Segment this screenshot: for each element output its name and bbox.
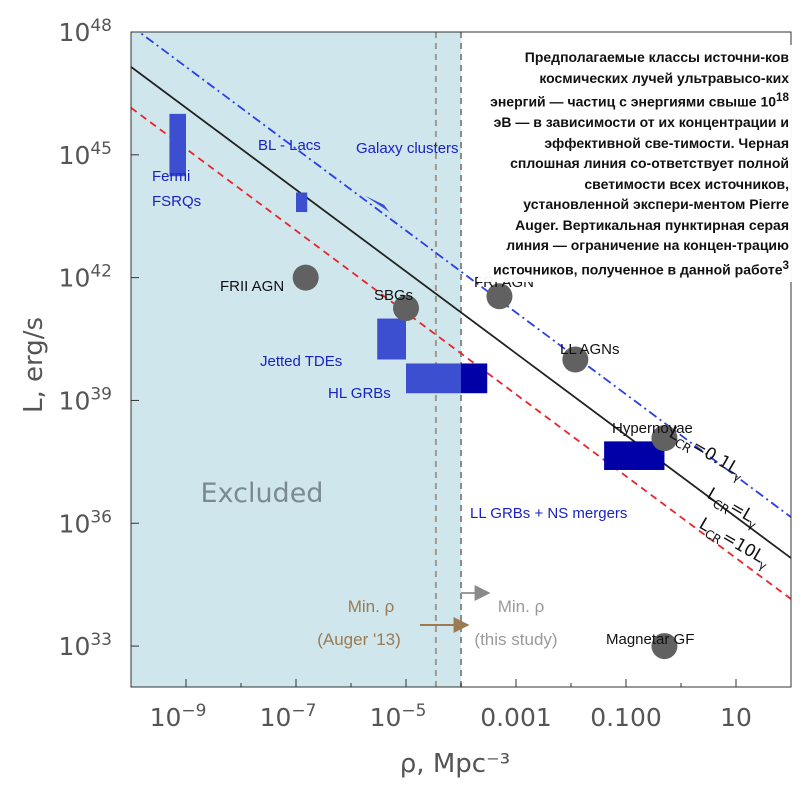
source-box [406, 363, 461, 394]
box-label: Jetted TDEs [260, 353, 342, 370]
x-tick-label: 10−7 [260, 701, 317, 732]
box-label: HL GRBs [328, 385, 391, 402]
figure-caption: Предполагаемые классы источни-ков космич… [478, 45, 793, 282]
caption-sup: 18 [776, 91, 789, 104]
box-label: BL - Lacs [258, 137, 321, 154]
y-tick-label: 1033 [59, 630, 112, 661]
x-tick-label: 0.100 [590, 703, 662, 732]
y-axis-title: L, erg/s [19, 317, 49, 413]
y-axis: 1033 1036 1039 1042 1045 1048 [59, 16, 139, 661]
x-tick-label: 10−9 [150, 701, 207, 732]
source-points [292, 264, 678, 660]
point-label: SBGs [374, 287, 413, 304]
min-rho-annotations: Min. ρ (Auger '13) Min. ρ (this study) [317, 585, 558, 649]
source-box [296, 192, 308, 213]
y-tick-label: 1048 [59, 16, 112, 47]
annotation-text: Min. ρ [348, 597, 395, 616]
source-point [393, 295, 419, 322]
x-axis-title: ρ, Mpc⁻³ [400, 749, 510, 779]
source-labels: Fermi FSRQs BL - Lacs Galaxy clusters Jetted… [152, 137, 694, 648]
x-tick-label: 10 [720, 703, 752, 732]
caption-text: Предполагаемые классы источни-ков космич… [490, 49, 789, 110]
y-tick-label: 1039 [59, 384, 112, 415]
excluded-label: Excluded [201, 478, 324, 509]
line-label-1: LCR=Lγ [702, 484, 763, 532]
source-boxes [169, 113, 665, 470]
box-label: FSRQs [152, 193, 201, 210]
point-label: FRII AGN [220, 278, 284, 295]
annotation-text: (Auger '13) [317, 630, 401, 649]
luminosity-lines [131, 32, 791, 600]
source-point [292, 264, 319, 291]
source-point [651, 425, 678, 452]
source-box [169, 113, 186, 177]
box-label: Fermi [152, 168, 190, 185]
source-point [651, 633, 678, 660]
x-axis: 10−9 10−7 10−5 0.001 0.100 10 [130, 679, 792, 732]
y-tick-label: 1042 [59, 262, 112, 293]
point-label: Magnetar GF [606, 631, 694, 648]
line-label-text: LCR=0.1Lγ [664, 423, 748, 485]
x-tick-label: 10−5 [370, 701, 427, 732]
source-point [562, 346, 589, 373]
source-point [486, 283, 513, 310]
x-tick-label: 0.001 [480, 703, 552, 732]
point-label: Hypernovae [612, 420, 693, 437]
y-tick-label: 1036 [59, 507, 112, 538]
y-tick-label: 1045 [59, 139, 112, 170]
point-label: LL AGNs [560, 341, 619, 358]
annotation-text: (this study) [474, 630, 557, 649]
line-label-0.1: LCR=0.1Lγ [664, 423, 748, 485]
luminosity-line [131, 107, 791, 600]
caption-sup-2: 3 [782, 258, 789, 272]
plot-frame [130, 31, 792, 688]
annotation-text: Min. ρ [498, 597, 545, 616]
line-label-10: LCR=10Lγ [694, 514, 774, 573]
line-label-text: LCR=Lγ [702, 484, 763, 532]
box-label: LL GRBs + NS mergers [470, 505, 627, 522]
caption-text-2: эВ — в зависимости от их концентрации и … [493, 114, 789, 278]
source-box [461, 363, 488, 394]
line-label-text: LCR=10Lγ [694, 514, 774, 573]
source-box [377, 318, 406, 360]
luminosity-line [131, 66, 791, 559]
luminosity-line [137, 32, 791, 518]
polygon-label: Galaxy clusters [356, 140, 459, 157]
